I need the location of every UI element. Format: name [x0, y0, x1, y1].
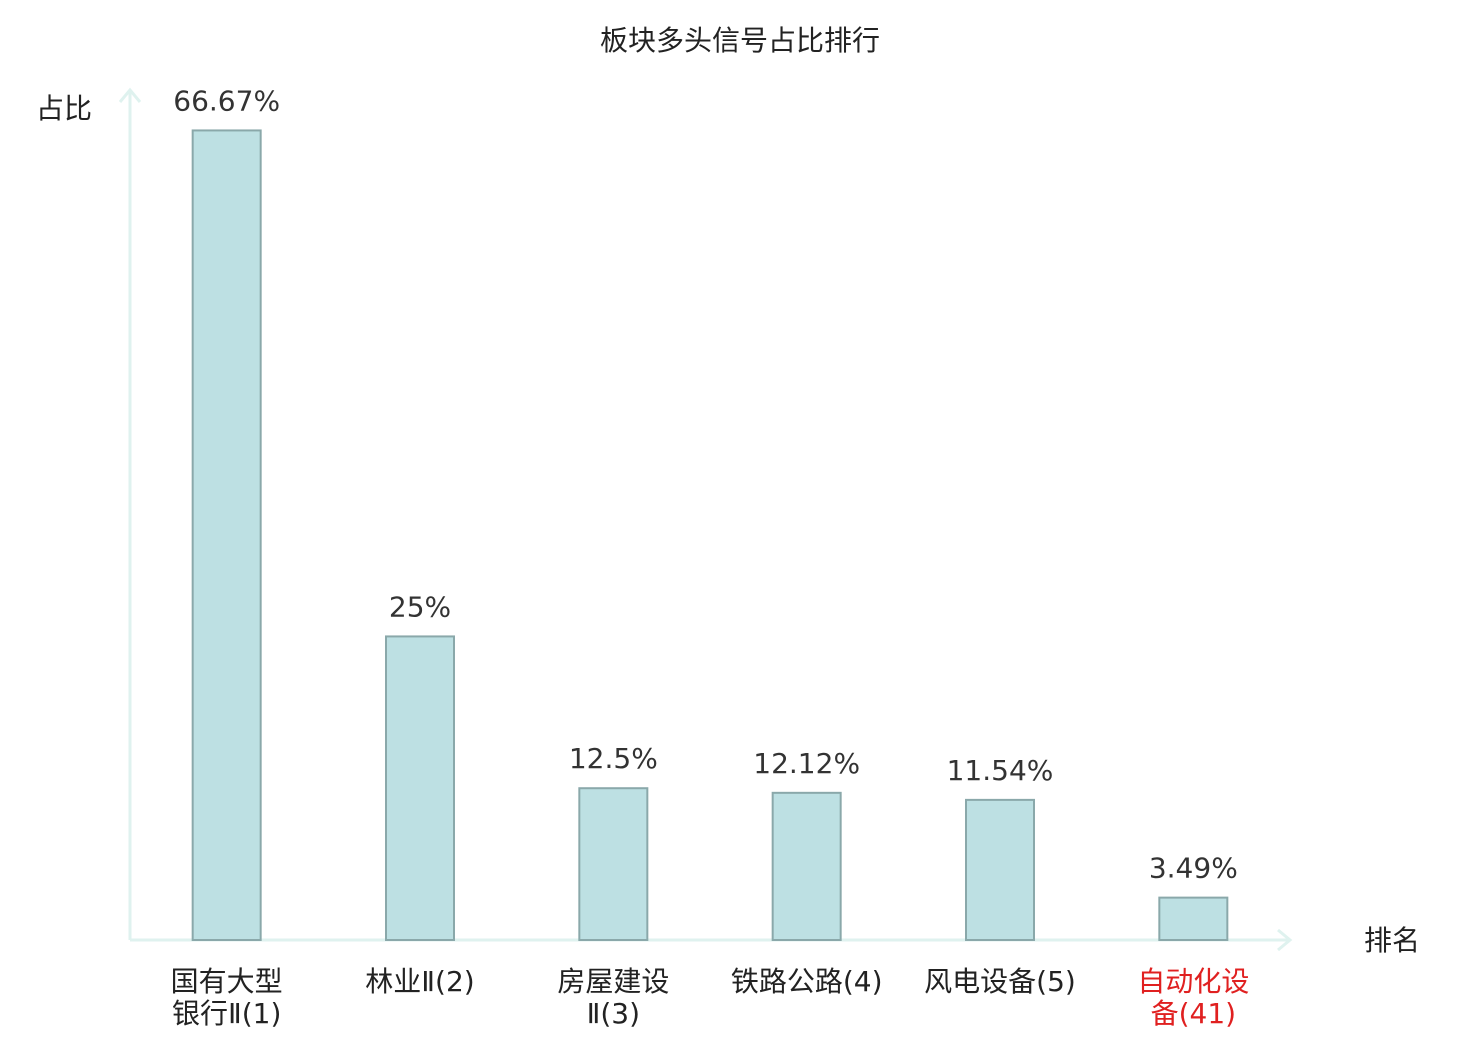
value-label: 12.12% [753, 747, 860, 780]
x-tick-label-line: 房屋建设 [557, 965, 669, 998]
bar [191, 129, 262, 941]
x-tick-label-line: 银行Ⅱ(1) [172, 997, 281, 1030]
bar [1158, 896, 1229, 941]
bar [578, 787, 649, 942]
bar [385, 635, 455, 942]
chart-title: 板块多头信号占比排行 [600, 24, 880, 57]
x-tick-label-line: Ⅱ(3) [587, 997, 640, 1030]
y-arrow [118, 87, 142, 103]
x-tick-label: 风电设备(5) [924, 965, 1076, 998]
x-tick-label-line: 自动化设 [1137, 965, 1249, 998]
bar [771, 791, 842, 941]
x-arrow [1277, 928, 1293, 952]
bar [965, 798, 1035, 941]
y-axis-label: 占比 [36, 92, 92, 125]
x-tick-label: 自动化设备(41) [1137, 965, 1249, 1030]
value-label: 25% [389, 590, 451, 623]
x-tick-label: 房屋建设 Ⅱ(3) [557, 965, 669, 1030]
x-tick-label: 铁路公路(4) [731, 965, 883, 998]
x-tick-label-line: 国有大型 [171, 965, 283, 998]
x-axis-label: 排名 [1364, 924, 1420, 957]
x-tick-label: 林业Ⅱ(2) [365, 965, 474, 998]
value-label: 3.49% [1149, 852, 1238, 885]
x-tick-label-line: 备(41) [1151, 997, 1236, 1030]
axes [118, 87, 1293, 952]
value-label: 12.5% [569, 742, 658, 775]
value-label: 66.67% [173, 84, 280, 117]
value-label: 11.54% [947, 754, 1054, 787]
x-tick-label: 国有大型银行Ⅱ(1) [171, 965, 283, 1030]
